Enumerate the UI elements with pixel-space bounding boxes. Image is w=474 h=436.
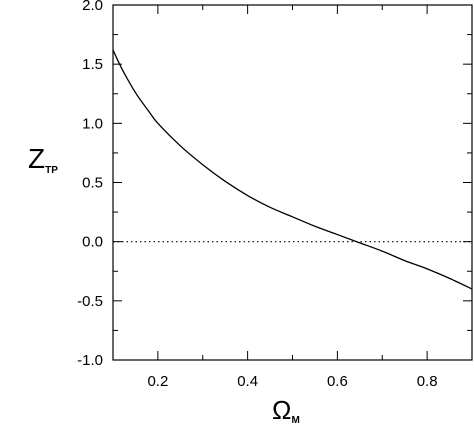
y-tick-labels: -1.0 -0.5 0.0 0.5 1.0 1.5 2.0 <box>77 0 103 369</box>
y-tick-label: 1.0 <box>82 115 103 132</box>
plot-frame <box>112 4 473 361</box>
y-tick-label: 1.5 <box>82 56 103 73</box>
y-tick-label: -1.0 <box>77 352 103 369</box>
x-axis-label-subscript: M <box>291 415 299 426</box>
x-axis-label: ΩM <box>272 395 300 426</box>
axis-ticks <box>113 4 472 361</box>
y-tick-label: 0.5 <box>82 175 103 192</box>
y-axis-label: ZTP <box>28 143 58 176</box>
x-tick-label: 0.6 <box>327 373 348 390</box>
y-axis-label-main: Z <box>28 143 45 174</box>
y-tick-label: 2.0 <box>82 0 103 14</box>
x-tick-label: 0.8 <box>417 373 438 390</box>
x-tick-label: 0.4 <box>237 373 258 390</box>
series-line <box>112 49 473 290</box>
y-tick-label: 0.0 <box>82 234 103 251</box>
x-tick-labels: 0.2 0.4 0.6 0.8 <box>147 373 437 390</box>
x-tick-label: 0.2 <box>147 373 168 390</box>
x-axis-label-main: Ω <box>272 395 291 425</box>
y-tick-label: -0.5 <box>77 293 103 310</box>
y-axis-label-subscript: TP <box>45 165 58 176</box>
series-layer <box>112 49 473 290</box>
